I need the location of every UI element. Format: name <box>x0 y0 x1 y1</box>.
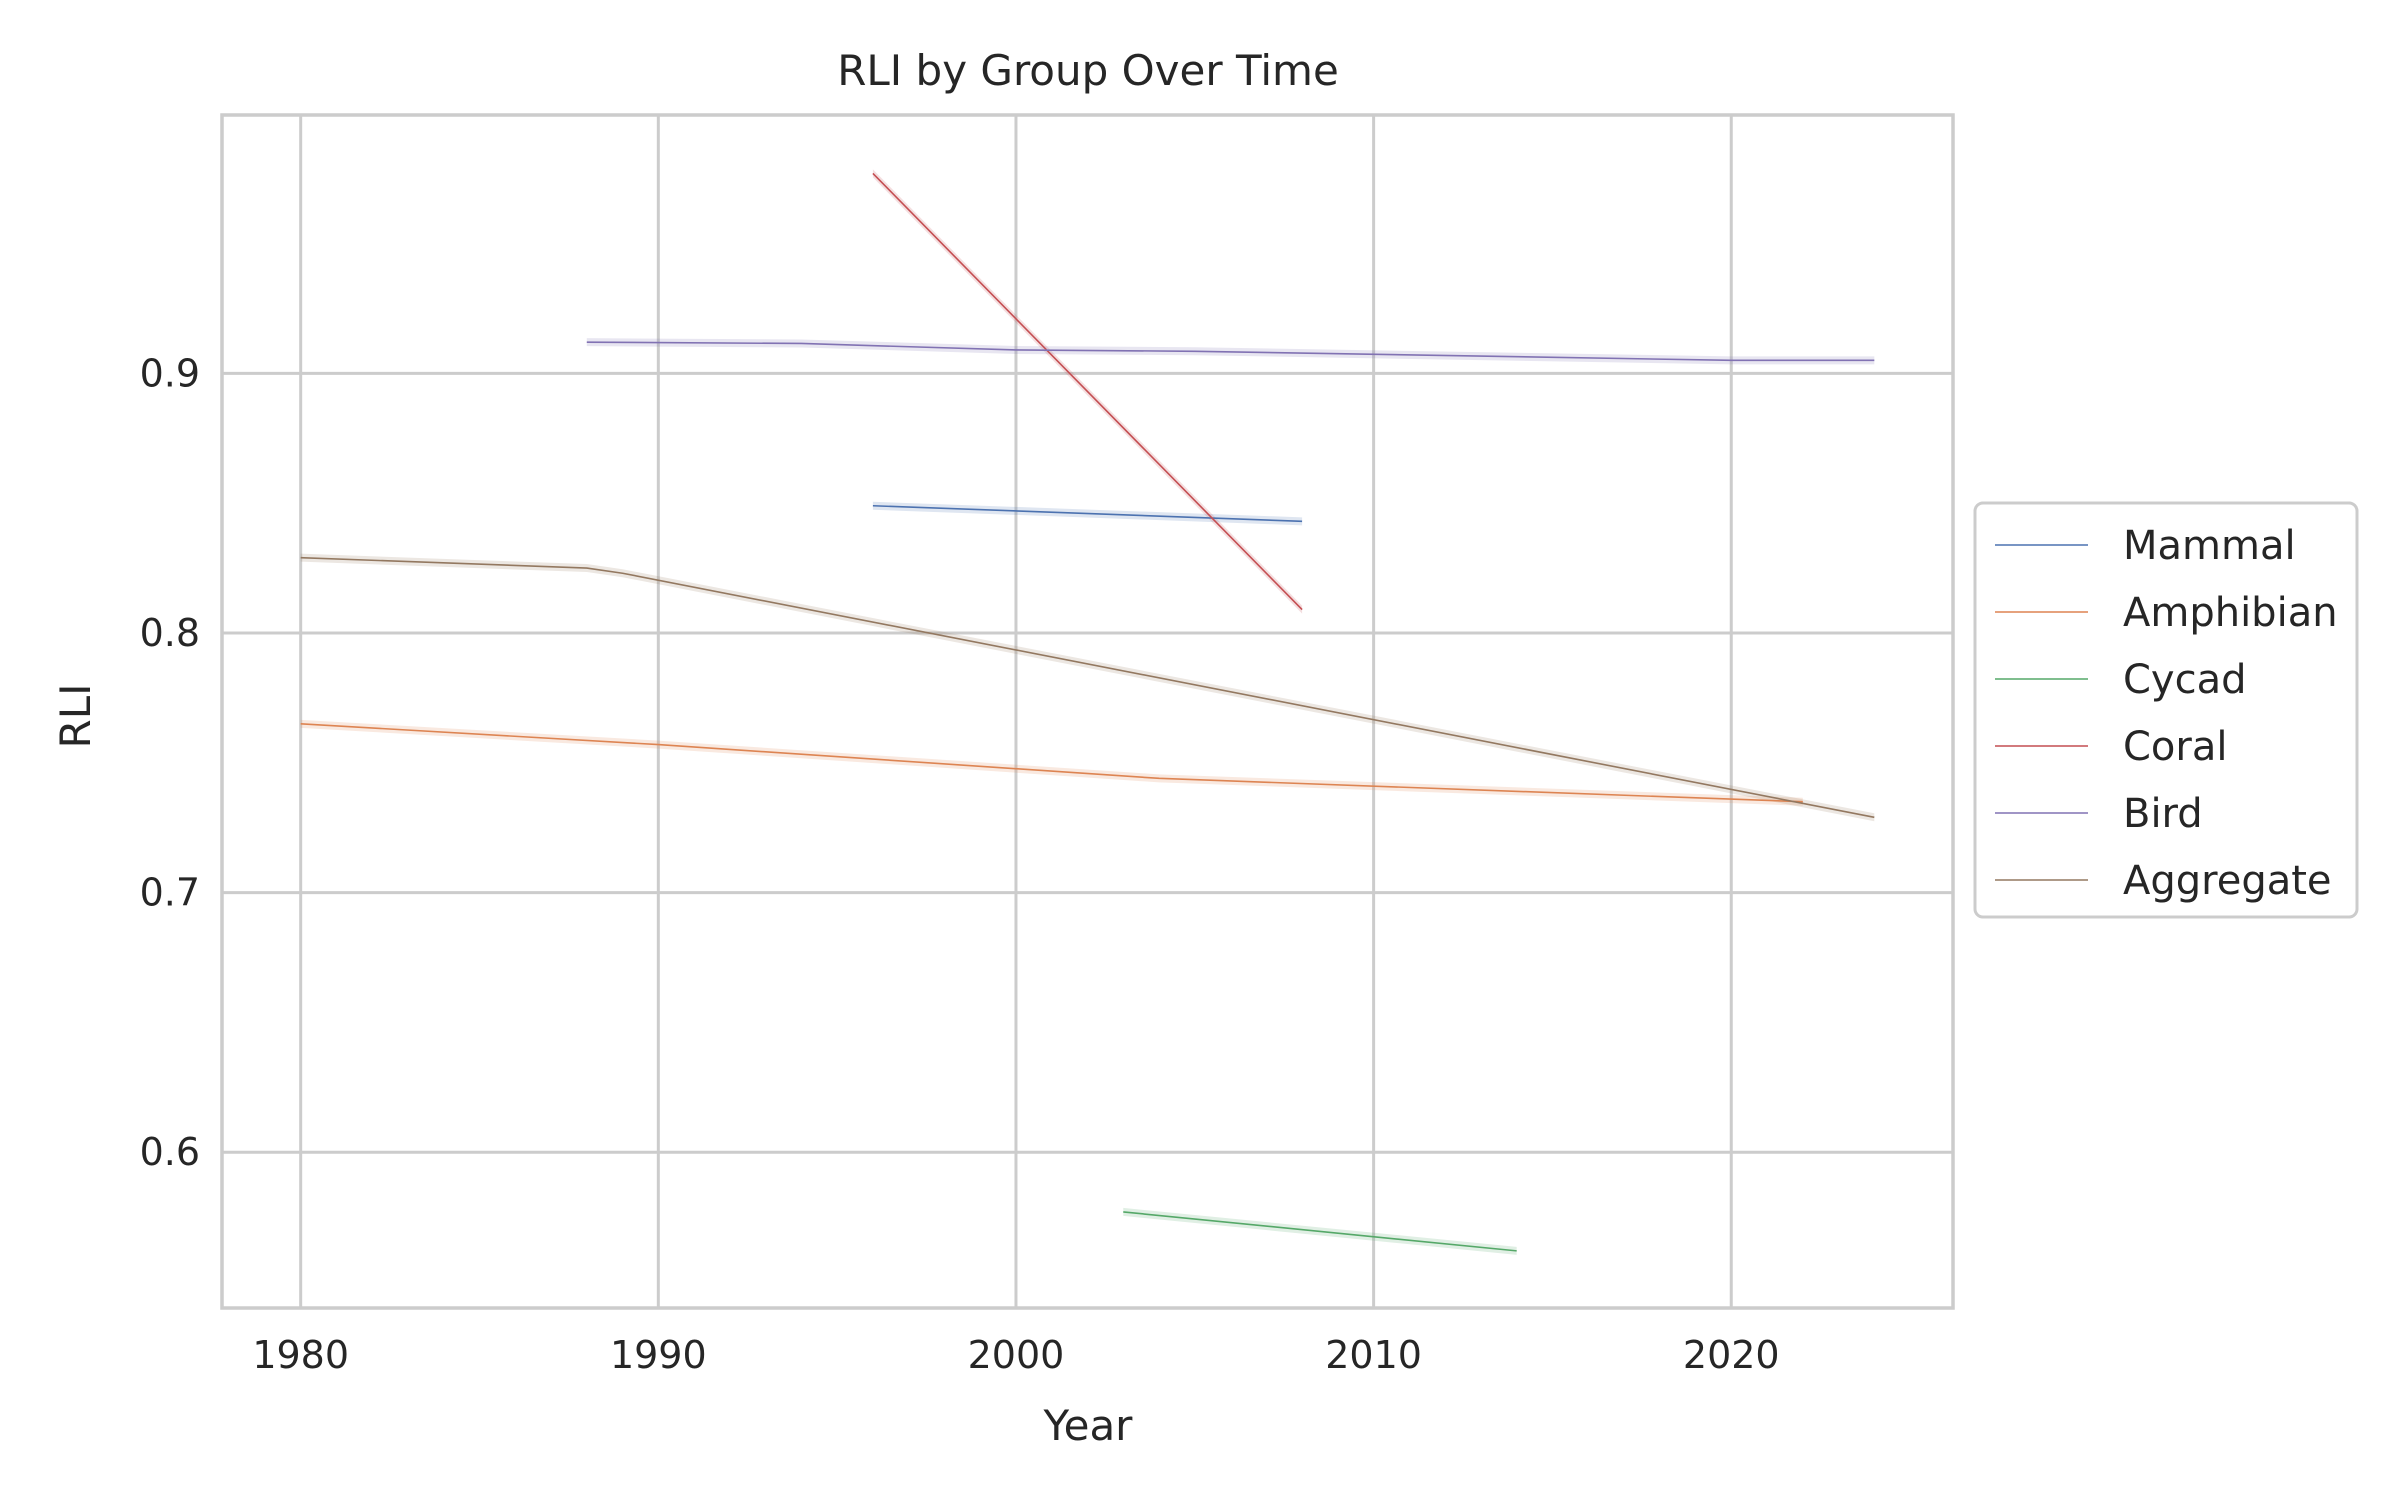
chart-title: RLI by Group Over Time <box>837 46 1339 95</box>
legend-label-aggregate: Aggregate <box>2123 858 2332 904</box>
series-lines <box>300 172 1875 1252</box>
series-line-bird <box>586 341 1875 362</box>
plot-frame <box>220 113 1955 1310</box>
x-axis-label: Year <box>1043 1401 1134 1450</box>
legend: Mammal Amphibian Cycad Coral Bird Aggregate <box>1973 501 2359 919</box>
series-line-cycad <box>1123 1211 1517 1252</box>
y-tick-label: 0.7 <box>140 871 200 915</box>
legend-label-amphibian: Amphibian <box>2123 590 2338 636</box>
x-tick-label: 1980 <box>252 1333 349 1377</box>
series-line-amphibian <box>300 723 1803 803</box>
series-line-mammal <box>872 504 1303 523</box>
x-tick-label: 2000 <box>968 1333 1065 1377</box>
series-line-coral <box>872 172 1303 611</box>
series-band-amphibian <box>300 719 1803 806</box>
x-tick-label: 1990 <box>610 1333 707 1377</box>
x-tick-labels: 1980 1990 2000 2010 2020 <box>252 1333 1779 1377</box>
y-tick-label: 0.6 <box>140 1130 200 1174</box>
y-tick-label: 0.8 <box>140 611 200 655</box>
legend-label-bird: Bird <box>2123 791 2203 837</box>
y-tick-label: 0.9 <box>140 351 200 395</box>
y-axis-label: RLI <box>51 684 100 749</box>
x-tick-label: 2020 <box>1683 1333 1780 1377</box>
series-line-aggregate <box>300 556 1875 819</box>
y-tick-labels: 0.6 0.7 0.8 0.9 <box>140 351 200 1174</box>
legend-label-cycad: Cycad <box>2123 657 2247 703</box>
legend-label-coral: Coral <box>2123 724 2227 770</box>
x-tick-label: 2010 <box>1325 1333 1422 1377</box>
grid <box>222 115 1953 1308</box>
legend-label-mammal: Mammal <box>2123 523 2296 569</box>
